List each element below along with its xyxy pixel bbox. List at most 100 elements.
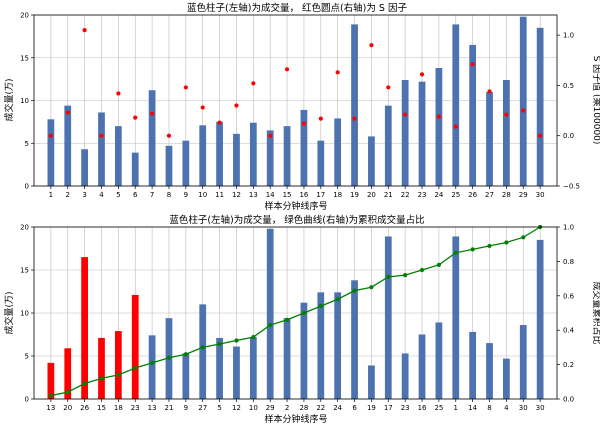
chart-bottom-ylabel: 成交量(万) — [3, 291, 15, 334]
c1-bar — [182, 140, 190, 186]
c2-xtick-label: 26 — [80, 404, 89, 412]
c2-xtick-label: 2 — [285, 404, 289, 412]
chart-bottom: 蓝色柱子(左轴)为成交量， 绿色曲线(右轴)为累积成交量占比 13 20 26 15 1… — [3, 214, 600, 425]
c1-bar — [300, 109, 308, 186]
c2-bar — [64, 348, 72, 399]
c1-bar — [418, 81, 426, 186]
c1-xtick-label: 12 — [232, 191, 241, 199]
c1-bar — [368, 136, 375, 186]
c1-point — [48, 133, 53, 138]
c2-xtick-label: 8 — [487, 404, 491, 412]
c2-xtick-label: 9 — [184, 404, 188, 412]
c1-bar — [81, 149, 88, 186]
c2-bar — [317, 292, 325, 399]
c1-xtick-label: 29 — [519, 191, 528, 199]
c1-ytick-label: 10 — [20, 97, 29, 105]
c2-bar — [536, 239, 544, 399]
c1-bar — [98, 112, 105, 186]
c2-bar — [401, 353, 409, 399]
c1-bar — [131, 152, 139, 186]
c2-xtick-label: 10 — [249, 404, 258, 412]
c1-bar — [486, 91, 493, 186]
c2-bar — [283, 318, 291, 399]
c2-line-point — [149, 360, 155, 365]
c2-xtick-label: 14 — [468, 404, 477, 412]
chart-top-xlabel: 样本分钟线序号 — [264, 200, 327, 212]
c2-xtick-label: 17 — [384, 404, 393, 412]
c1-xtick-label: 11 — [215, 191, 224, 199]
c2-bar — [233, 346, 240, 399]
c1-xtick-label: 20 — [367, 191, 376, 199]
c2-line-point — [200, 345, 205, 350]
c1-bar — [199, 125, 207, 186]
c1-point — [65, 110, 70, 115]
c2-line-point — [99, 376, 104, 381]
c2-bar — [469, 331, 477, 399]
c1-xtick-label: 24 — [434, 191, 443, 199]
c2-bar — [334, 292, 342, 399]
c2-line-point — [386, 274, 391, 279]
c1-xtick-label: 9 — [184, 191, 188, 199]
c2-bar — [266, 228, 274, 399]
c2-bar — [503, 358, 510, 399]
c2-xtick-label: 23 — [401, 404, 410, 412]
c1-xtick-label: 30 — [536, 191, 545, 199]
c2-bar — [384, 236, 392, 399]
c1-point — [234, 103, 239, 108]
c2-bar — [81, 257, 88, 399]
chart-top: 蓝色柱子(左轴)为成交量， 红色圆点(右轴)为 S 因子 1 2 3 4 5 6 7 8 9 10… — [3, 2, 600, 212]
c2-bar — [216, 337, 223, 399]
c1-xtick-label: 23 — [418, 191, 427, 199]
c1-xtick-label: 28 — [502, 191, 511, 199]
c2-line-point — [133, 365, 138, 371]
c2-bar — [131, 294, 139, 399]
c2-xtick-label: 23 — [131, 404, 140, 412]
c1-ytick-label: 5 — [25, 140, 29, 148]
c2-bar — [368, 365, 375, 399]
c2-xtick-label: 20 — [63, 404, 72, 412]
c1-y2tick-label: 0.5 — [563, 82, 574, 90]
chart-top-title: 蓝色柱子(左轴)为成交量， 红色圆点(右轴)为 S 因子 — [187, 2, 407, 14]
c2-line-point — [251, 334, 256, 340]
c2-line-point — [335, 297, 340, 302]
c2-xtick-label: 12 — [232, 404, 241, 412]
c1-point — [99, 133, 104, 138]
c2-bar — [182, 353, 190, 399]
c1-bar — [64, 105, 72, 186]
c2-bar — [351, 280, 358, 399]
c1-ytick-label: 0 — [25, 183, 29, 191]
c1-point — [217, 120, 222, 125]
c2-y2tick-label: 0.6 — [563, 292, 575, 300]
c2-y2tick-label: 0.2 — [563, 361, 574, 369]
c1-point — [504, 112, 509, 117]
c2-xtick-label: 27 — [198, 404, 207, 412]
c1-xtick-label: 8 — [167, 191, 171, 199]
c2-bar — [519, 325, 527, 399]
c1-point — [183, 85, 188, 90]
c2-xtick-label: 24 — [333, 404, 342, 412]
c2-line-point — [403, 273, 408, 278]
c1-point — [82, 27, 87, 33]
c2-bar — [249, 337, 257, 399]
c2-xtick-label: 25 — [434, 404, 443, 412]
c1-bar — [384, 105, 392, 186]
c1-point — [436, 114, 442, 119]
c2-xtick-label: 1 — [454, 404, 458, 412]
c1-xtick-label: 5 — [116, 191, 120, 199]
c2-line-point — [217, 341, 222, 347]
c2-y2tick-label: 0.0 — [563, 396, 574, 404]
c1-point — [318, 116, 323, 121]
c1-xtick-label: 3 — [82, 191, 86, 199]
c1-xtick-label: 17 — [316, 191, 325, 199]
c2-xtick-label: 13 — [46, 404, 55, 412]
chart-bottom-y2label: 成交量累积占比 — [591, 281, 600, 344]
c2-bar — [300, 302, 308, 399]
c1-point — [116, 91, 121, 96]
c2-line-point — [487, 243, 492, 249]
c2-line-point — [419, 267, 425, 273]
c2-line-point — [470, 247, 475, 252]
c2-ytick-label: 10 — [20, 310, 29, 318]
c1-bar — [351, 24, 358, 187]
c1-xtick-label: 18 — [333, 191, 342, 199]
